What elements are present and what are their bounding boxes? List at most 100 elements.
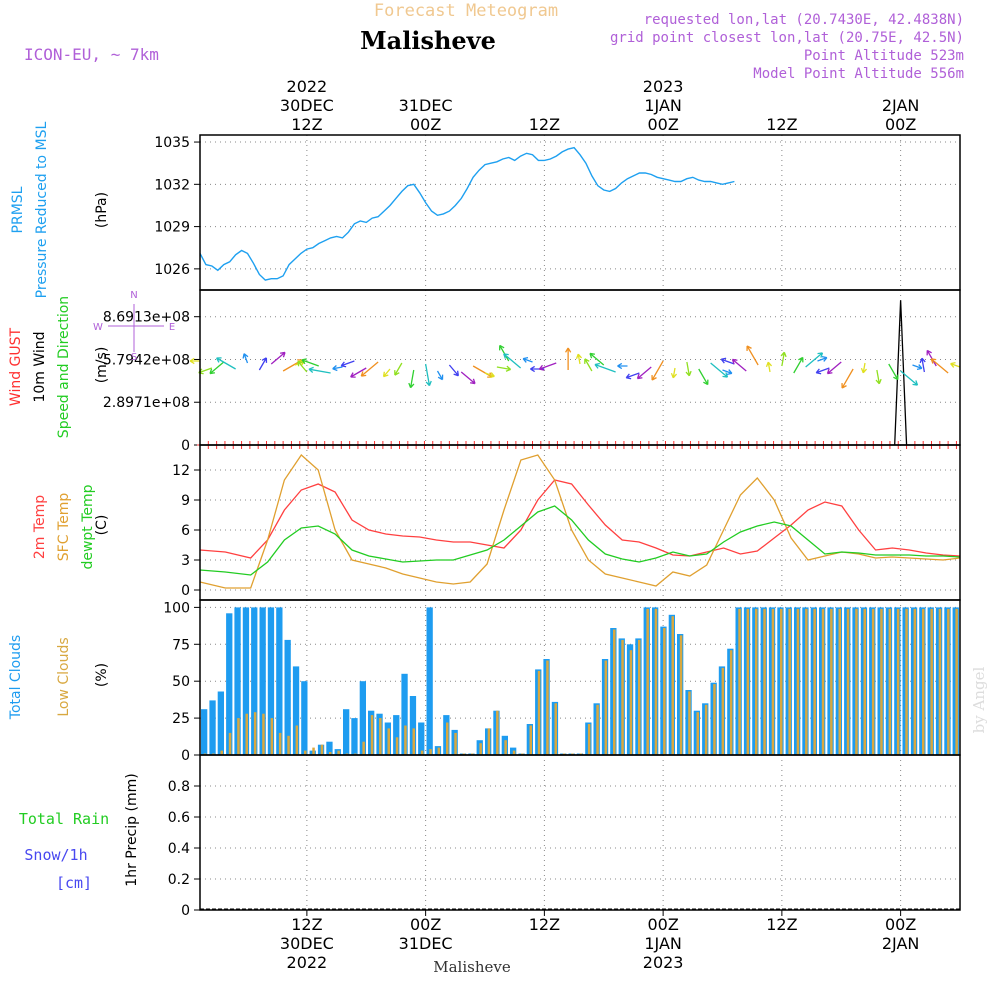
cloud-bar (713, 684, 716, 755)
point-altitude: Point Altitude 523m (804, 48, 964, 64)
y-tick-label: 1029 (154, 220, 190, 236)
y-tick-label: 0.4 (168, 841, 190, 857)
temp-label: SFC Temp (56, 493, 72, 562)
bottom-time-label: 00Z (410, 915, 441, 934)
cloud-bar (913, 608, 917, 755)
cloud-bar (821, 608, 825, 755)
cloud-bar (805, 608, 808, 755)
wind-arrow (815, 367, 830, 375)
cloud-bar (284, 639, 291, 755)
wind-arrow (503, 353, 522, 369)
y-tick-label: 0.8 (168, 779, 190, 795)
wind-arrow (522, 356, 533, 363)
wind-arrow (919, 357, 926, 373)
cloud-bar (554, 703, 557, 755)
snow-label: Snow/1h (24, 846, 87, 864)
cloud-bar (788, 608, 791, 755)
wind-arrow (826, 361, 842, 375)
cloud-bar (226, 613, 233, 755)
compass-rose (108, 304, 164, 352)
cloud-bar (880, 608, 883, 755)
y-tick-label: 0 (181, 438, 190, 454)
temp-series-line (199, 454, 961, 589)
cloud-bar (654, 608, 658, 755)
top-time-label: 2JAN (882, 96, 920, 115)
cloud-bar (704, 704, 708, 755)
wind-arrow (594, 362, 616, 373)
wind-arrow (209, 361, 225, 375)
wind-arrow (538, 362, 557, 371)
wind-arrow (930, 358, 949, 374)
wind-arrow (448, 364, 460, 377)
cloud-bar (395, 737, 399, 755)
wind-arrow (216, 357, 236, 370)
cloud-bar (780, 608, 783, 755)
bottom-time-label: 12Z (529, 915, 560, 934)
cloud-bar (846, 608, 850, 755)
wind-arrow (584, 358, 593, 372)
cloud-bar (905, 608, 908, 755)
pressure-line (199, 146, 735, 281)
chart-title: Forecast Meteogram (374, 1, 558, 21)
unit-label: (m/s) (94, 347, 110, 384)
cloud-bar (613, 629, 616, 755)
wind-arrow (912, 364, 923, 371)
wind-arrow (460, 371, 476, 385)
wind-arrow (793, 356, 804, 374)
wind-arrow (340, 360, 355, 368)
cloud-bar (671, 616, 674, 755)
cloud-label: Total Clouds (8, 635, 24, 720)
cloud-label: Low Clouds (56, 637, 72, 716)
compass-letter: N (130, 290, 137, 301)
wind-arrow (860, 362, 868, 374)
y-tick-label: 1035 (154, 135, 190, 151)
wind-arrow (670, 367, 678, 379)
wind-label: Wind GUST (8, 327, 24, 406)
cloud-bar (259, 607, 266, 755)
wind-arrow (841, 368, 854, 389)
y-tick-label: 100 (163, 600, 190, 616)
cloud-bar (454, 732, 457, 755)
cloud-bar (237, 718, 240, 755)
requested-coords: requested lon,lat (20.7430E, 42.4838N) (644, 12, 964, 28)
cloud-bar (262, 713, 265, 755)
y-tick-label: 0.6 (168, 810, 190, 826)
panel-frame (199, 444, 961, 601)
cloud-bar (679, 635, 683, 755)
cloud-bar (930, 608, 933, 755)
top-time-label: 30DEC (280, 96, 334, 115)
wind-arrow (297, 360, 308, 373)
top-time-label: 2023 (643, 77, 684, 96)
bottom-time-label: 2022 (287, 953, 328, 972)
unit-label: 1hr Precip (mm) (124, 773, 140, 886)
y-tick-label: 0 (181, 583, 190, 599)
wind-arrow (765, 361, 773, 373)
cloud-bar (888, 608, 892, 755)
wind-arrow (350, 367, 367, 378)
cloud-bar (253, 712, 257, 755)
bottom-time-label: 00Z (647, 915, 678, 934)
top-time-label: 12Z (291, 115, 322, 134)
cloud-bar (721, 667, 725, 755)
cloud-bar (387, 728, 390, 755)
snow-unit-label: [cm] (56, 874, 92, 892)
cloud-bar (359, 681, 366, 755)
cloud-bar (220, 750, 223, 755)
wind-arrow (424, 363, 432, 387)
top-time-label: 00Z (647, 115, 678, 134)
y-tick-label: 12 (172, 463, 190, 479)
bottom-time-label: 12Z (766, 915, 797, 934)
cloud-bar (546, 660, 549, 755)
bottom-time-label: 2023 (643, 953, 684, 972)
cloud-bar (337, 750, 340, 755)
cloud-bar (487, 728, 491, 755)
cloud-bar (409, 696, 417, 755)
panel-frame (199, 754, 961, 911)
wind-label: Speed and Direction (56, 296, 72, 438)
wind-arrow (308, 366, 331, 374)
cloud-bar (638, 639, 641, 755)
wind-arrow (408, 369, 415, 389)
cloud-bar (362, 741, 365, 755)
y-tick-label: 5.7942e+08 (103, 352, 190, 368)
